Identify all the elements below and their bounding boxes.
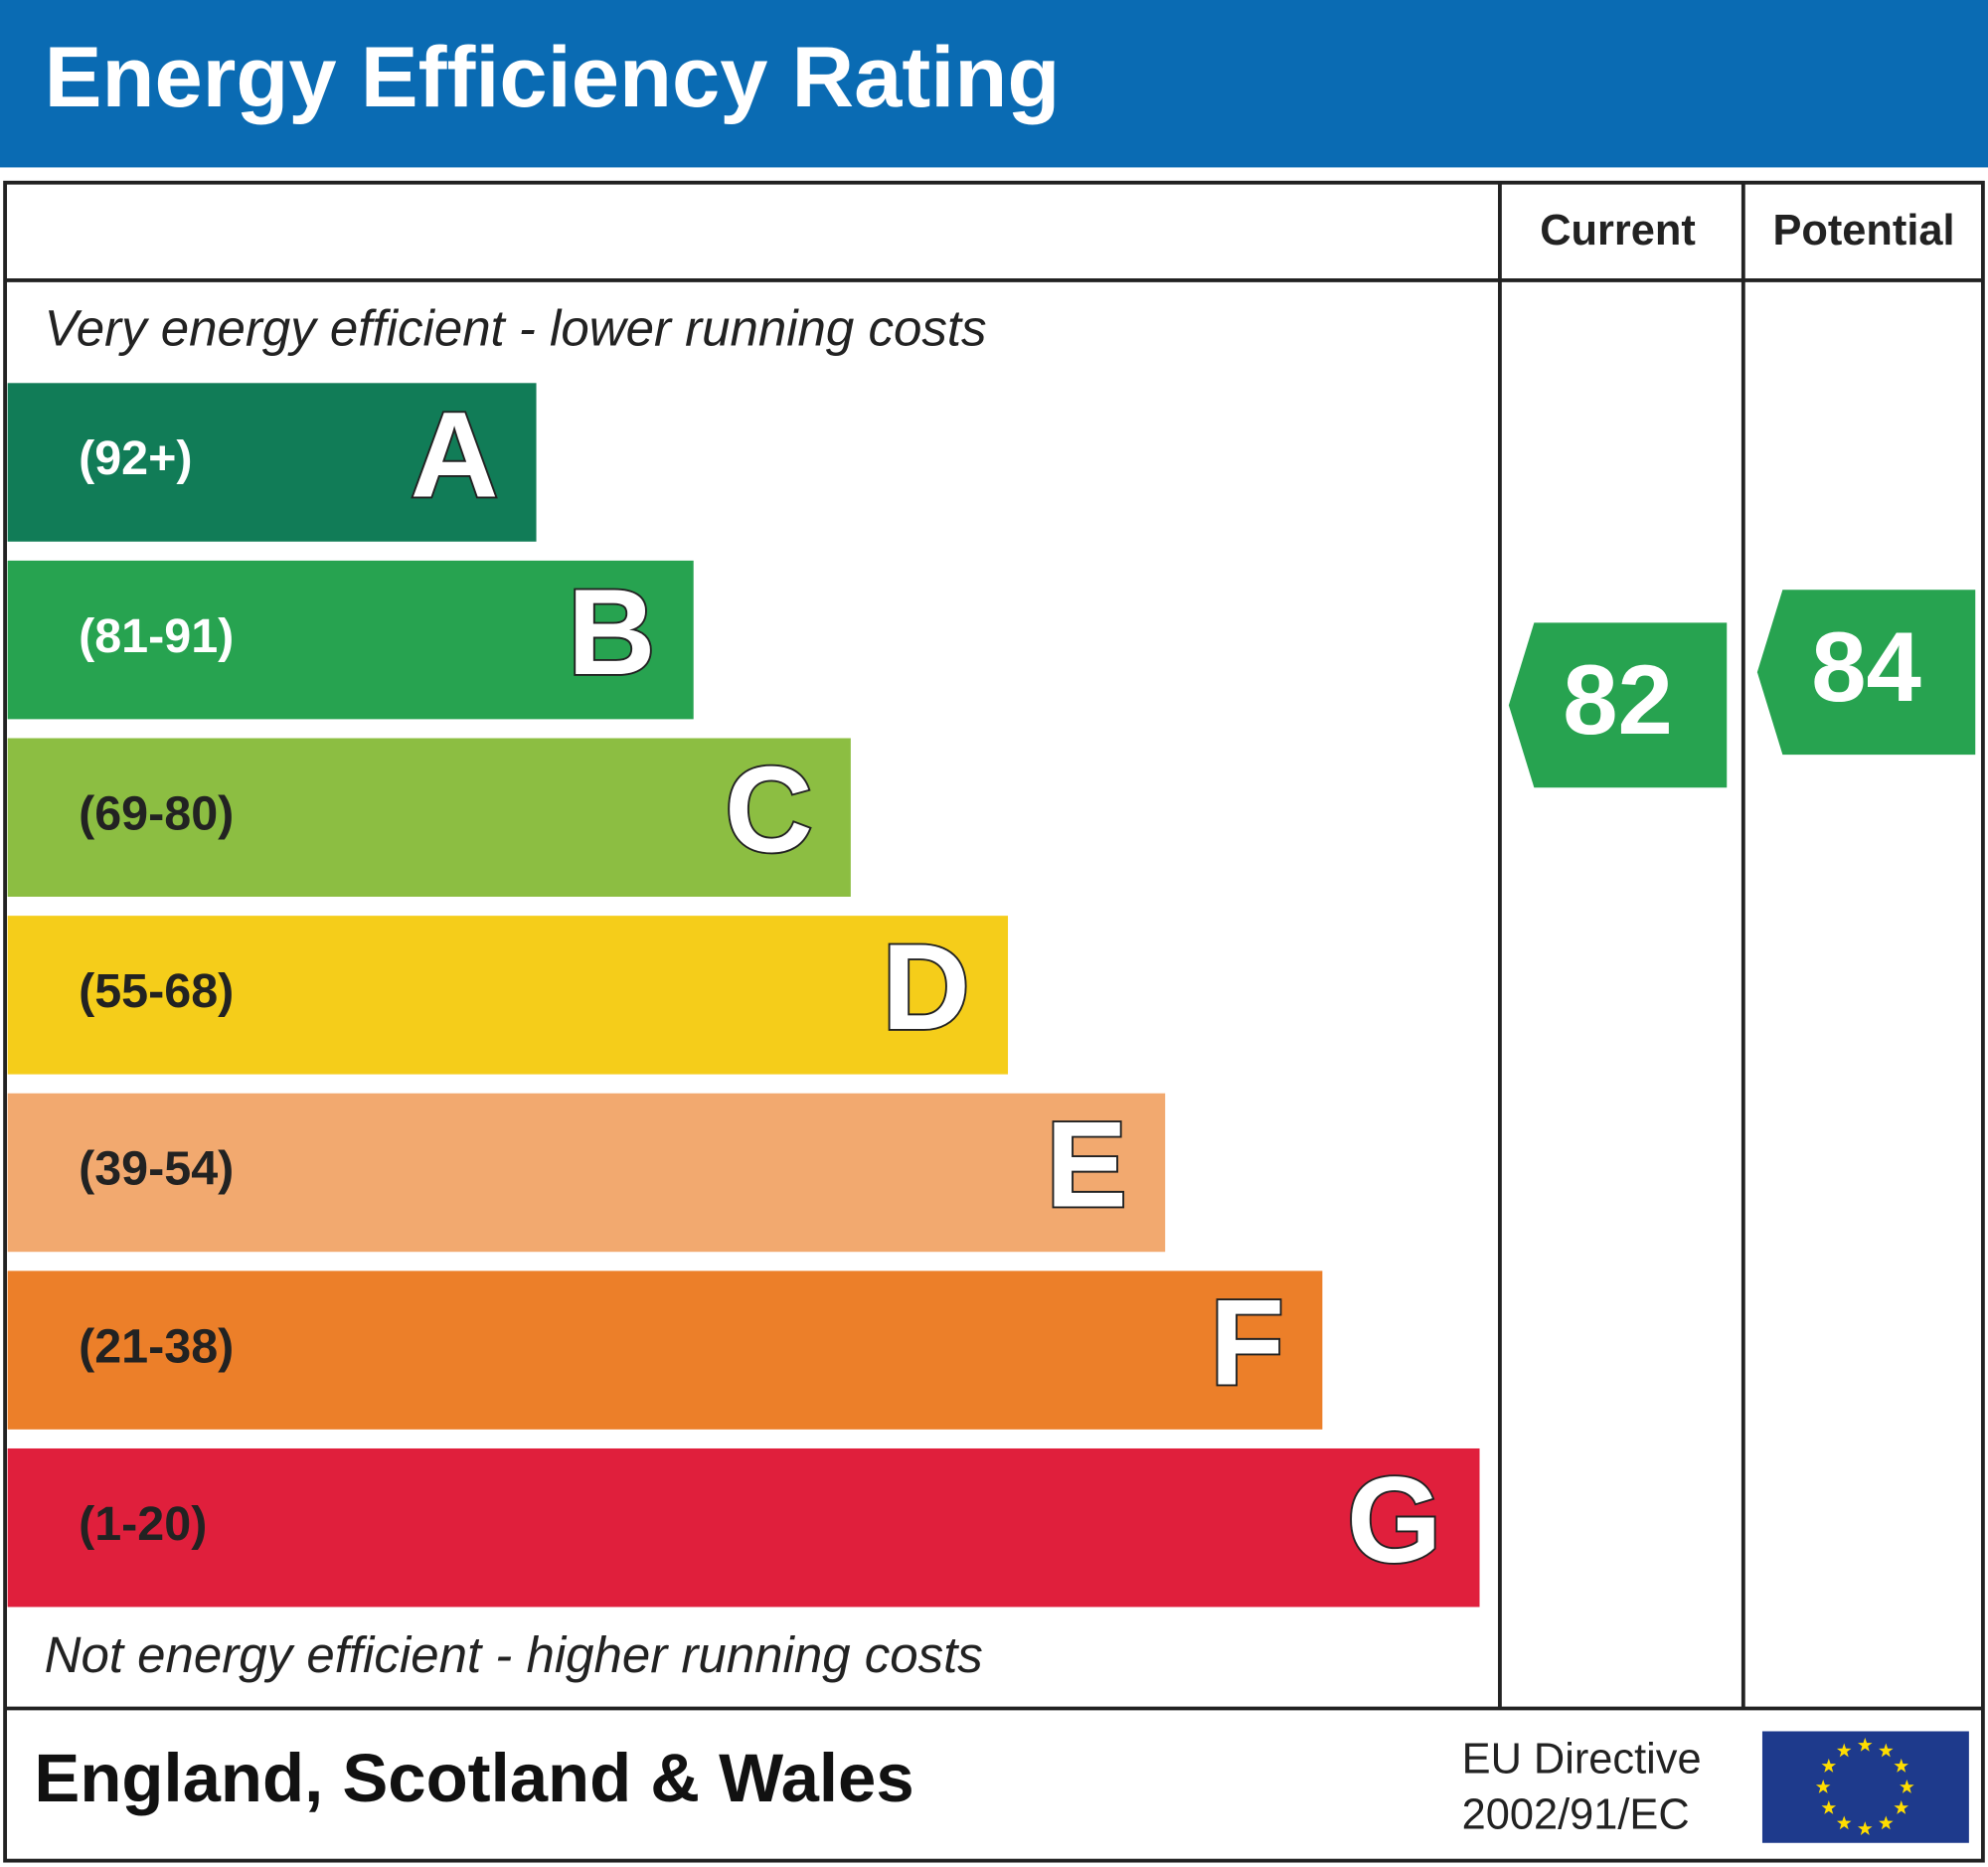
header-bar	[0, 0, 1988, 168]
band	[7, 1447, 1480, 1608]
eu-star	[1836, 1815, 1852, 1830]
eu-star	[1821, 1758, 1837, 1773]
band-range: (69-80)	[79, 786, 234, 840]
band-letter: C	[725, 742, 812, 878]
band-letter: D	[882, 919, 969, 1055]
directive: EU Directive	[1462, 1736, 1702, 1783]
band-range: (92+)	[79, 431, 192, 485]
eu-star	[1894, 1758, 1909, 1773]
eu-star	[1858, 1821, 1873, 1835]
band-range: (81-91)	[79, 609, 234, 663]
eu-star	[1879, 1815, 1894, 1830]
title: Energy Efficiency Rating	[45, 29, 1061, 125]
band-letter: G	[1347, 1451, 1441, 1588]
band	[7, 738, 851, 898]
eu-star	[1836, 1743, 1852, 1758]
eu-star	[1858, 1737, 1873, 1752]
eu-star	[1815, 1779, 1831, 1793]
band-letter: E	[1046, 1097, 1127, 1233]
directive: 2002/91/EC	[1462, 1791, 1690, 1839]
band	[7, 1093, 1166, 1253]
band-letter: F	[1210, 1273, 1284, 1410]
eu-star	[1879, 1743, 1894, 1758]
column-header: Potential	[1772, 207, 1954, 255]
column-header: Current	[1540, 207, 1696, 255]
band	[7, 1271, 1323, 1430]
potential-arrow	[1756, 590, 1976, 756]
eu-star	[1900, 1779, 1914, 1793]
band	[7, 383, 537, 542]
band	[7, 916, 1009, 1075]
bottom-note: Not energy efficient - higher running co…	[45, 1626, 983, 1683]
bands: (92+) A (81-91) B (69-80) C (55-68) D (39-54) E (2…	[7, 383, 1480, 1608]
band-range: (55-68)	[79, 964, 234, 1018]
band-letter: B	[568, 564, 655, 700]
current-arrow	[1508, 622, 1728, 788]
band-range: (21-38)	[79, 1319, 234, 1373]
top-note: Very energy efficient - lower running co…	[45, 300, 987, 357]
current-rating: 82	[1563, 645, 1673, 756]
region: England, Scotland & Wales	[34, 1740, 913, 1816]
potential-rating: 84	[1811, 612, 1921, 723]
band-letter: A	[411, 386, 498, 522]
band	[7, 560, 694, 720]
eu-star	[1894, 1800, 1909, 1814]
eu-star	[1821, 1800, 1837, 1814]
eu-stars	[1815, 1737, 1914, 1835]
band-range: (1-20)	[79, 1497, 207, 1551]
band-range: (39-54)	[79, 1142, 234, 1196]
